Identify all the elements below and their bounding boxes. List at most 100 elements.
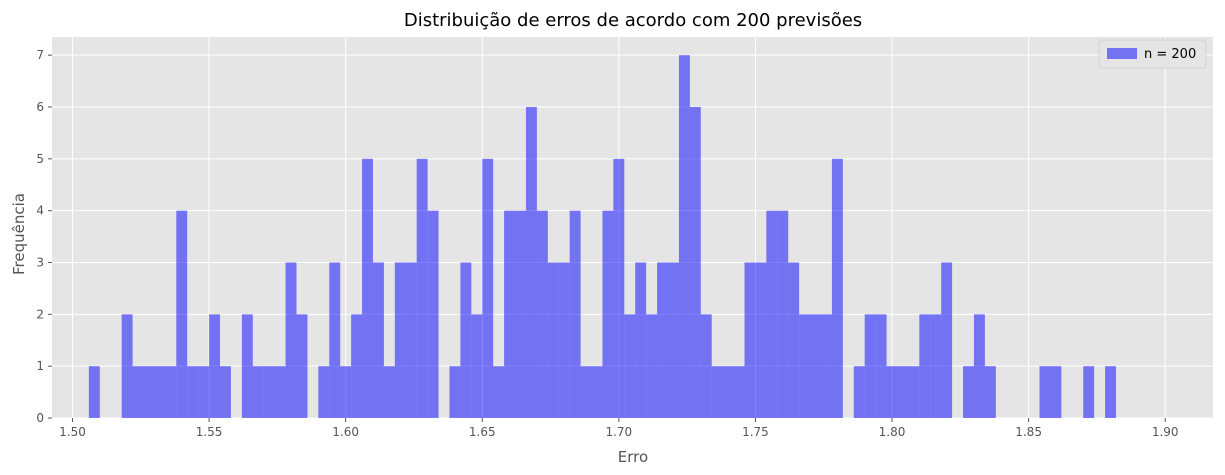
histogram-bar [646, 314, 658, 418]
histogram-bar [908, 366, 920, 418]
histogram-bar [755, 262, 767, 418]
histogram-bar [602, 210, 614, 418]
histogram-bar [657, 262, 669, 418]
histogram-bar [897, 366, 909, 418]
histogram-bar [1050, 366, 1062, 418]
x-tick-label: 1.80 [879, 425, 906, 439]
histogram-bar [351, 314, 363, 418]
x-tick-label: 1.85 [1015, 425, 1042, 439]
histogram-bar [165, 366, 177, 418]
histogram-bar [744, 262, 756, 418]
x-tick-label: 1.90 [1152, 425, 1179, 439]
histogram-bar [668, 262, 679, 418]
histogram-bar [482, 158, 494, 418]
y-tick-label: 2 [36, 307, 44, 321]
histogram-bar [853, 366, 865, 418]
histogram-bar [613, 158, 625, 418]
histogram-bar [143, 366, 155, 418]
legend-box [1098, 39, 1207, 69]
x-tick-label: 1.60 [332, 425, 359, 439]
histogram-bar [187, 366, 199, 418]
histogram-bar [591, 366, 603, 418]
histogram-bar [132, 366, 144, 418]
histogram-bar [810, 314, 821, 418]
histogram-bar [930, 314, 942, 418]
histogram-bar [460, 262, 472, 418]
histogram-bar [711, 366, 723, 418]
histogram-bar [624, 314, 636, 418]
histogram-bar [241, 314, 253, 418]
histogram-bar [547, 262, 559, 418]
x-tick-label: 1.70 [605, 425, 632, 439]
histogram-bar [504, 210, 516, 418]
histogram-bar [831, 158, 843, 418]
histogram-bar [296, 314, 308, 418]
x-tick-label: 1.65 [469, 425, 496, 439]
histogram-bar [383, 366, 395, 418]
histogram-bar [471, 314, 483, 418]
histogram-bar [372, 262, 384, 418]
histogram-bar [919, 314, 931, 418]
histogram-bars [88, 55, 1117, 419]
histogram-bar [941, 262, 953, 418]
histogram-bar [121, 314, 133, 418]
histogram-bar [580, 366, 592, 418]
x-axis-label: Erro [618, 448, 648, 466]
histogram-bar [329, 262, 341, 418]
histogram-bar [1083, 366, 1095, 418]
x-tick-label: 1.75 [742, 425, 769, 439]
histogram-bar [700, 314, 712, 418]
histogram-bar [263, 366, 275, 418]
histogram-bar [963, 366, 974, 418]
x-tick-label: 1.55 [196, 425, 223, 439]
histogram-bar [515, 210, 526, 418]
histogram-bar [536, 210, 548, 418]
histogram-bar [788, 262, 800, 418]
histogram-bar [766, 210, 778, 418]
y-axis-ticks: 0 1 2 3 4 5 6 7 [36, 48, 52, 425]
y-tick-label: 3 [36, 255, 44, 269]
histogram-bar [198, 366, 210, 418]
y-tick-label: 6 [36, 100, 44, 114]
histogram-bar [777, 210, 789, 418]
histogram-bar [252, 366, 264, 418]
histogram-bar [689, 106, 701, 419]
histogram-bar [799, 314, 811, 418]
histogram-bar [154, 366, 166, 418]
legend-swatch [1107, 48, 1137, 59]
histogram-bar [569, 210, 581, 418]
histogram-bar [864, 314, 876, 418]
histogram-bar [1039, 366, 1051, 418]
histogram-bar [886, 366, 898, 418]
histogram-bar [274, 366, 286, 418]
y-tick-label: 4 [36, 204, 44, 218]
legend: n = 200 [1098, 39, 1207, 69]
histogram-bar [525, 106, 537, 419]
histogram-bar [427, 210, 439, 418]
histogram-bar [416, 158, 428, 418]
histogram-bar [875, 314, 887, 418]
legend-label: n = 200 [1144, 47, 1196, 62]
histogram-bar [558, 262, 570, 418]
histogram-bar [318, 366, 330, 418]
histogram-bar [973, 314, 985, 418]
histogram-bar [733, 366, 745, 418]
histogram-bar [209, 314, 221, 418]
y-tick-label: 1 [36, 359, 44, 373]
histogram-bar [678, 55, 690, 419]
histogram-bar [820, 314, 832, 418]
y-axis-label: Frequência [10, 193, 28, 275]
chart-title: Distribuição de erros de acordo com 200 … [404, 10, 862, 31]
histogram-bar [984, 366, 996, 418]
histogram-bar [405, 262, 417, 418]
histogram-bar [340, 366, 352, 418]
y-tick-label: 5 [36, 152, 44, 166]
histogram-bar [493, 366, 505, 418]
histogram-bar [635, 262, 647, 418]
histogram-bar [722, 366, 734, 418]
histogram-bar [1105, 366, 1117, 418]
y-tick-label: 7 [36, 48, 44, 62]
histogram-bar [88, 366, 100, 418]
histogram-bar [176, 210, 188, 418]
